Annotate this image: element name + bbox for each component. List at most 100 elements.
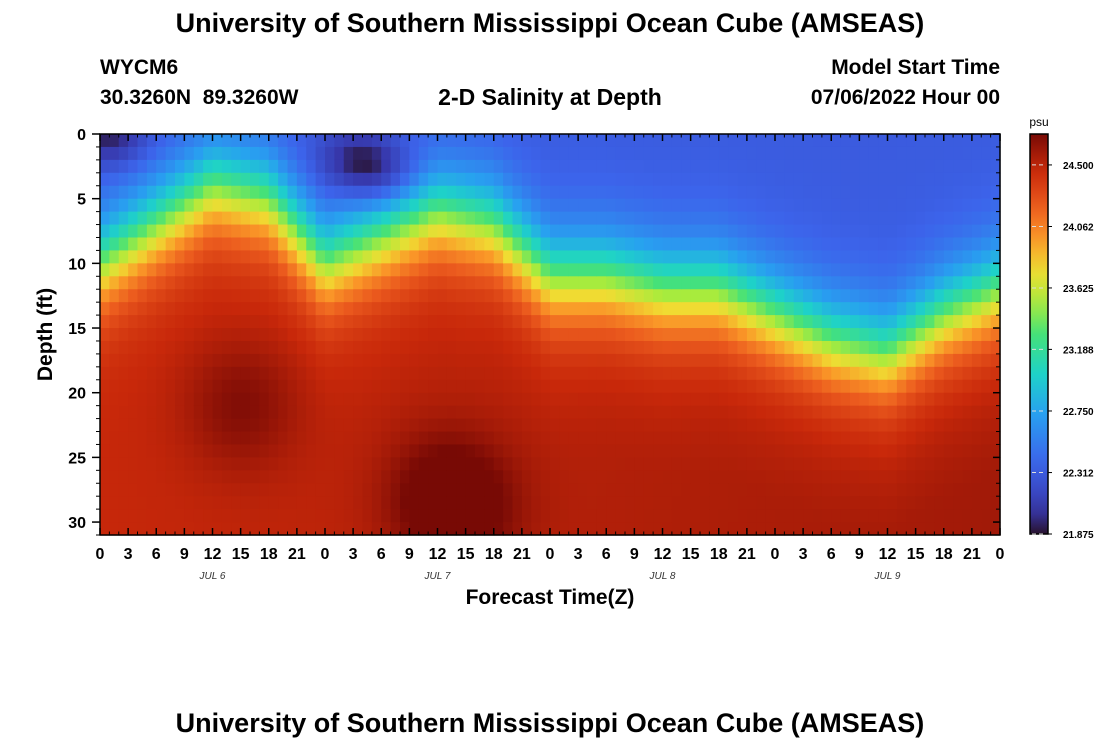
heatmap-cell — [971, 146, 982, 161]
colorbar-tick-label: 22.750 — [1063, 407, 1094, 418]
heatmap-cell — [212, 457, 223, 471]
heatmap-cell — [250, 444, 260, 458]
heatmap-cell — [118, 509, 129, 523]
heatmap-cell — [568, 159, 579, 174]
heatmap-cell — [700, 198, 710, 213]
heatmap-cell — [925, 340, 935, 355]
heatmap-cell — [671, 276, 682, 290]
heatmap-cell — [662, 366, 673, 381]
heatmap-cell — [390, 172, 401, 187]
heatmap-cell — [615, 198, 626, 213]
heatmap-cell — [240, 392, 251, 407]
heatmap-cell — [175, 379, 185, 394]
heatmap-cell — [587, 172, 598, 187]
heatmap-cell — [240, 250, 251, 264]
heatmap-cell — [671, 211, 682, 226]
heatmap-cell — [371, 392, 382, 407]
heatmap-cell — [634, 250, 645, 264]
heatmap-cell — [606, 496, 617, 510]
heatmap-cell — [850, 509, 860, 523]
heatmap-cell — [634, 418, 645, 433]
heatmap-cell — [109, 405, 120, 420]
heatmap-cell — [296, 237, 307, 252]
heatmap-cell — [671, 328, 682, 342]
heatmap-cell — [428, 185, 439, 200]
heatmap-cell — [400, 483, 410, 497]
heatmap-cell — [203, 457, 214, 471]
heatmap-cell — [859, 237, 870, 252]
heatmap-cell — [193, 405, 204, 420]
heatmap-cell — [596, 172, 607, 187]
heatmap-cell — [390, 198, 401, 213]
heatmap-cell — [981, 172, 992, 187]
heatmap-cell — [315, 496, 326, 510]
heatmap-cell — [709, 146, 720, 161]
heatmap-cell — [118, 444, 129, 458]
heatmap-cell — [643, 224, 654, 239]
heatmap-cell — [381, 276, 392, 290]
heatmap-cell — [484, 328, 495, 342]
heatmap-cell — [784, 302, 795, 316]
heatmap-cell — [512, 509, 523, 523]
heatmap-cell — [943, 483, 954, 497]
heatmap-cell — [446, 522, 457, 536]
heatmap-cell — [531, 418, 542, 433]
footer-title: University of Southern Mississippi Ocean… — [175, 708, 925, 738]
heatmap-cell — [559, 224, 570, 239]
heatmap-cell — [625, 353, 635, 368]
heatmap-cell — [250, 250, 260, 264]
heatmap-cell — [484, 405, 495, 420]
heatmap-cell — [850, 250, 860, 264]
heatmap-cell — [250, 496, 260, 510]
heatmap-cell — [728, 250, 739, 264]
heatmap-cell — [981, 353, 992, 368]
heatmap-cell — [465, 185, 476, 200]
heatmap-cell — [465, 457, 476, 471]
heatmap-cell — [165, 237, 176, 252]
heatmap-cell — [756, 315, 767, 329]
heatmap-cell — [268, 237, 279, 252]
heatmap-cell — [634, 276, 645, 290]
heatmap-cell — [793, 522, 804, 536]
heatmap-cell — [128, 146, 139, 161]
heatmap-cell — [934, 509, 945, 523]
heatmap-cell — [146, 496, 157, 510]
heatmap-cell — [981, 379, 992, 394]
heatmap-cell — [943, 276, 954, 290]
heatmap-cell — [868, 146, 879, 161]
heatmap-cell — [287, 470, 298, 484]
heatmap-cell — [278, 250, 289, 264]
heatmap-cell — [550, 353, 560, 368]
heatmap-cell — [962, 250, 973, 264]
heatmap-cell — [221, 172, 232, 187]
heatmap-cell — [850, 353, 860, 368]
heatmap-cell — [128, 211, 139, 226]
heatmap-cell — [578, 340, 589, 355]
heatmap-cell — [456, 289, 467, 303]
heatmap-cell — [746, 366, 757, 381]
heatmap-cell — [128, 134, 139, 148]
heatmap-cell — [550, 405, 560, 420]
heatmap-cell — [128, 470, 139, 484]
heatmap-cell — [943, 522, 954, 536]
heatmap-cell — [400, 172, 410, 187]
heatmap-cell — [175, 315, 185, 329]
heatmap-cell — [362, 392, 373, 407]
y-tick-label: 25 — [68, 450, 86, 467]
heatmap-cell — [315, 250, 326, 264]
heatmap-cell — [362, 134, 373, 148]
heatmap-cell — [746, 328, 757, 342]
heatmap-cell — [662, 198, 673, 213]
heatmap-cell — [325, 470, 335, 484]
heatmap-cell — [934, 392, 945, 407]
heatmap-cell — [962, 418, 973, 433]
heatmap-cell — [550, 185, 560, 200]
heatmap-cell — [456, 146, 467, 161]
heatmap-cell — [709, 315, 720, 329]
heatmap-cell — [578, 224, 589, 239]
heatmap-cell — [615, 496, 626, 510]
heatmap-cell — [775, 198, 785, 213]
heatmap-cell — [521, 509, 532, 523]
heatmap-cell — [728, 224, 739, 239]
heatmap-cell — [156, 457, 167, 471]
